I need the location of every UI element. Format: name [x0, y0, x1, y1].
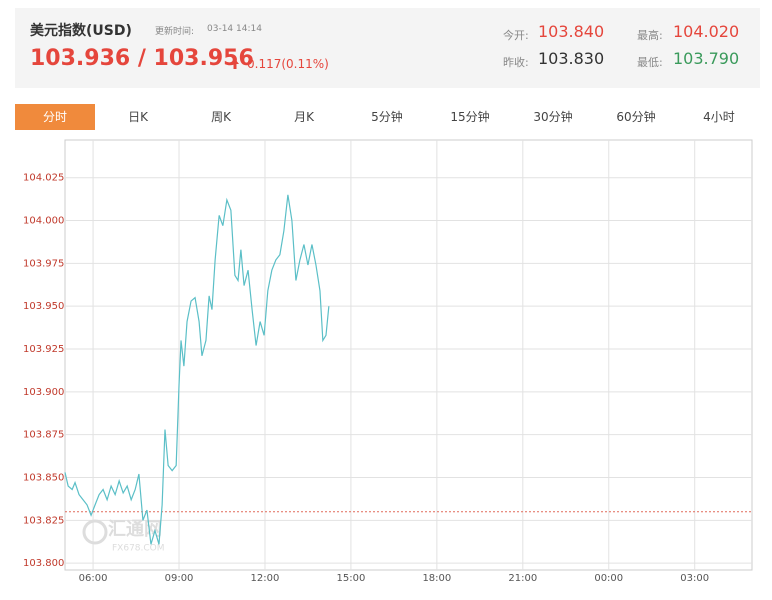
open-label: 今开: — [503, 29, 529, 42]
y-tick-label: 103.800 — [23, 558, 64, 569]
y-tick-label: 103.975 — [23, 258, 64, 269]
x-tick-label: 03:00 — [680, 573, 709, 584]
tab[interactable]: 月K — [294, 110, 314, 124]
tab[interactable]: 分时 — [15, 104, 95, 130]
x-tick-label: 09:00 — [165, 573, 194, 584]
high: 104.020 — [673, 22, 740, 41]
title: 美元指数(USD) — [30, 23, 132, 39]
change: 0.117(0.11%) — [247, 57, 329, 71]
x-tick-label: 21:00 — [508, 573, 537, 584]
tab[interactable]: 周K — [211, 110, 231, 124]
low-label: 最低: — [637, 56, 663, 69]
tab[interactable]: 30分钟 — [533, 110, 573, 124]
x-tick-label: 06:00 — [79, 573, 108, 584]
tab[interactable]: 日K — [128, 110, 148, 124]
low: 103.790 — [673, 49, 740, 68]
tab[interactable]: 15分钟 — [450, 110, 490, 124]
y-tick-label: 104.025 — [23, 173, 64, 184]
y-tick-label: 103.850 — [23, 472, 64, 483]
prev-label: 昨收: — [503, 56, 529, 69]
prev-close: 103.830 — [538, 49, 605, 68]
tab[interactable]: 5分钟 — [371, 110, 403, 124]
y-tick-label: 103.950 — [23, 301, 64, 312]
quote-header: 美元指数(USD) 更新时间: 03-14 14:14 103.936 / 10… — [15, 8, 760, 88]
watermark-logo — [82, 519, 108, 545]
update-label: 更新时间: — [155, 27, 195, 37]
price-line — [64, 194, 330, 545]
y-tick-label: 103.875 — [23, 430, 64, 441]
update-time: 03-14 14:14 — [207, 24, 262, 34]
watermark: 汇通网 — [108, 519, 162, 540]
x-tick-label: 18:00 — [422, 573, 451, 584]
watermark-site: FX678.COM — [112, 544, 165, 554]
open: 103.840 — [538, 22, 605, 41]
tab[interactable]: 4小时 — [703, 110, 735, 124]
tab[interactable]: 60分钟 — [616, 110, 656, 124]
y-tick-label: 103.900 — [23, 387, 64, 398]
plot-frame — [64, 139, 753, 571]
x-tick-label: 00:00 — [594, 573, 623, 584]
high-label: 最高: — [637, 29, 663, 42]
y-tick-label: 103.925 — [23, 344, 64, 355]
y-tick-label: 103.825 — [23, 515, 64, 526]
price: 103.936 / 103.956 — [30, 46, 254, 71]
up-arrow — [231, 59, 239, 69]
x-tick-label: 12:00 — [251, 573, 280, 584]
x-tick-label: 15:00 — [337, 573, 366, 584]
y-tick-label: 104.000 — [23, 216, 64, 227]
